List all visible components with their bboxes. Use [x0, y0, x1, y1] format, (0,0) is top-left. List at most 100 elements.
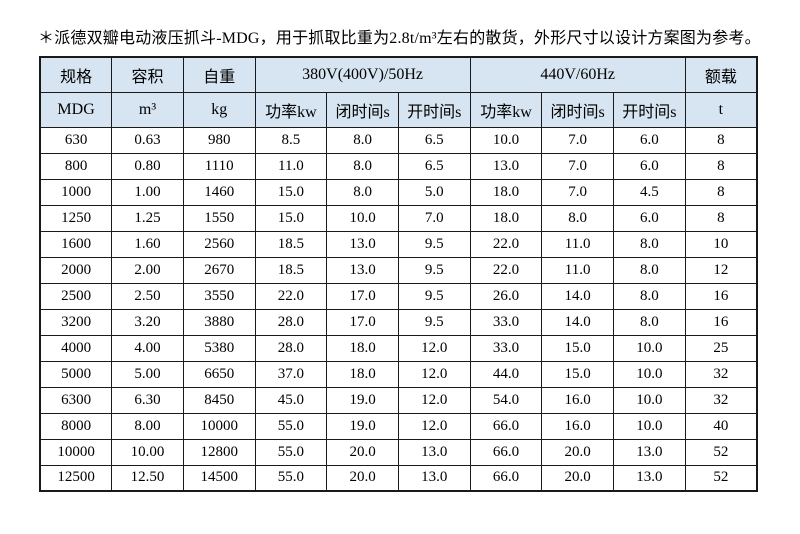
table-cell: 3550 — [182, 282, 256, 310]
table-cell: 22.0 — [469, 230, 543, 258]
table-cell: 52 — [684, 438, 758, 466]
header-440v-60hz-group: 440V/60Hz — [469, 56, 686, 93]
subheader-weight-unit: kg — [182, 91, 256, 128]
table-cell: 3200 — [39, 308, 113, 336]
table-cell: 7.0 — [541, 178, 614, 206]
table-cell: 54.0 — [469, 386, 543, 414]
table-cell: 55.0 — [254, 438, 328, 466]
table-cell: 12.0 — [397, 412, 471, 440]
table-cell: 6300 — [39, 386, 113, 414]
table-cell: 15.0 — [541, 334, 614, 362]
table-header: 规格 容积 自重 380V(400V)/50Hz 440V/60Hz 额载 MD… — [39, 56, 758, 128]
table-cell: 1.00 — [111, 178, 184, 206]
table-cell: 13.0 — [397, 464, 471, 492]
table-cell: 14500 — [182, 464, 256, 492]
table-cell: 800 — [39, 152, 113, 180]
table-cell: 28.0 — [254, 308, 328, 336]
table-cell: 37.0 — [254, 360, 328, 388]
table-cell: 8.0 — [326, 126, 399, 154]
subheader-open-time-60: 开时间s — [613, 91, 686, 128]
table-cell: 11.0 — [541, 256, 614, 284]
table-cell: 17.0 — [326, 308, 399, 336]
table-cell: 8450 — [182, 386, 256, 414]
table-cell: 8 — [684, 178, 758, 206]
table-cell: 12.0 — [397, 334, 471, 362]
table-cell: 3.20 — [111, 308, 184, 336]
table-cell: 18.5 — [254, 256, 328, 284]
table-cell: 19.0 — [326, 412, 399, 440]
table-cell: 6.0 — [613, 152, 686, 180]
table-cell: 1.60 — [111, 230, 184, 258]
table-cell: 5.0 — [397, 178, 471, 206]
table-cell: 44.0 — [469, 360, 543, 388]
table-cell: 12800 — [182, 438, 256, 466]
table-cell: 1.25 — [111, 204, 184, 232]
table-cell: 2.00 — [111, 256, 184, 284]
table-cell: 52 — [684, 464, 758, 492]
table-cell: 10 — [684, 230, 758, 258]
subheader-model: MDG — [39, 91, 113, 128]
table-cell: 20.0 — [541, 438, 614, 466]
table-cell: 13.0 — [469, 152, 543, 180]
table-cell: 10.00 — [111, 438, 184, 466]
table-cell: 2000 — [39, 256, 113, 284]
table-cell: 66.0 — [469, 438, 543, 466]
table-cell: 6.0 — [613, 126, 686, 154]
table-row: 1600 1.60 2560 18.5 13.0 9.5 22.0 11.0 8.0 10 — [39, 230, 758, 258]
table-cell: 9.5 — [397, 308, 471, 336]
table-cell: 6.0 — [613, 204, 686, 232]
table-cell: 15.0 — [541, 360, 614, 388]
table-cell: 3880 — [182, 308, 256, 336]
table-cell: 13.0 — [326, 256, 399, 284]
table-row: 5000 5.00 6650 37.0 18.0 12.0 44.0 15.0 10.0 32 — [39, 360, 758, 388]
table-cell: 1000 — [39, 178, 113, 206]
subheader-open-time-50: 开时间s — [397, 91, 471, 128]
table-cell: 26.0 — [469, 282, 543, 310]
table-cell: 33.0 — [469, 308, 543, 336]
table-cell: 20.0 — [326, 464, 399, 492]
table-cell: 12 — [684, 256, 758, 284]
table-cell: 8.0 — [613, 308, 686, 336]
table-row: 2000 2.00 2670 18.5 13.0 9.5 22.0 11.0 8.0 12 — [39, 256, 758, 284]
table-cell: 8.0 — [326, 152, 399, 180]
table-row: 12500 12.50 14500 55.0 20.0 13.0 66.0 20.0 13.0 5… — [39, 464, 758, 492]
table-cell: 13.0 — [613, 438, 686, 466]
header-rated-load: 额载 — [684, 56, 758, 93]
table-cell: 10000 — [182, 412, 256, 440]
table-cell: 6.30 — [111, 386, 184, 414]
subheader-power-60: 功率kw — [469, 91, 543, 128]
table-cell: 6.5 — [397, 126, 471, 154]
table-row: 4000 4.00 5380 28.0 18.0 12.0 33.0 15.0 10.0 25 — [39, 334, 758, 362]
table-cell: 9.5 — [397, 282, 471, 310]
table-cell: 10.0 — [469, 126, 543, 154]
table-cell: 980 — [182, 126, 256, 154]
table-cell: 630 — [39, 126, 113, 154]
table-cell: 11.0 — [541, 230, 614, 258]
table-row: 1000 1.00 1460 15.0 8.0 5.0 18.0 7.0 4.5 8 — [39, 178, 758, 206]
table-cell: 12.50 — [111, 464, 184, 492]
table-cell: 18.0 — [469, 204, 543, 232]
table-cell: 8.0 — [326, 178, 399, 206]
table-cell: 1460 — [182, 178, 256, 206]
table-cell: 9.5 — [397, 230, 471, 258]
table-row: 630 0.63 980 8.5 8.0 6.5 10.0 7.0 6.0 8 — [39, 126, 758, 154]
table-cell: 16 — [684, 282, 758, 310]
table-cell: 55.0 — [254, 464, 328, 492]
table-cell: 25 — [684, 334, 758, 362]
table-cell: 10.0 — [326, 204, 399, 232]
table-row: 2500 2.50 3550 22.0 17.0 9.5 26.0 14.0 8.0 16 — [39, 282, 758, 310]
table-cell: 10.0 — [613, 334, 686, 362]
table-cell: 20.0 — [326, 438, 399, 466]
table-cell: 7.0 — [541, 126, 614, 154]
table-cell: 5000 — [39, 360, 113, 388]
subheader-close-time-60: 闭时间s — [541, 91, 614, 128]
table-cell: 32 — [684, 360, 758, 388]
table-cell: 0.80 — [111, 152, 184, 180]
subheader-close-time-50: 闭时间s — [326, 91, 399, 128]
table-cell: 0.63 — [111, 126, 184, 154]
table-cell: 2500 — [39, 282, 113, 310]
header-unit-row: MDG m³ kg 功率kw 闭时间s 开时间s 功率kw 闭时间s 开时间s … — [39, 91, 758, 128]
table-cell: 32 — [684, 386, 758, 414]
table-cell: 11.0 — [254, 152, 328, 180]
spec-table-body: 630 0.63 980 8.5 8.0 6.5 10.0 7.0 6.0 8 800 0.80 111… — [39, 126, 758, 492]
